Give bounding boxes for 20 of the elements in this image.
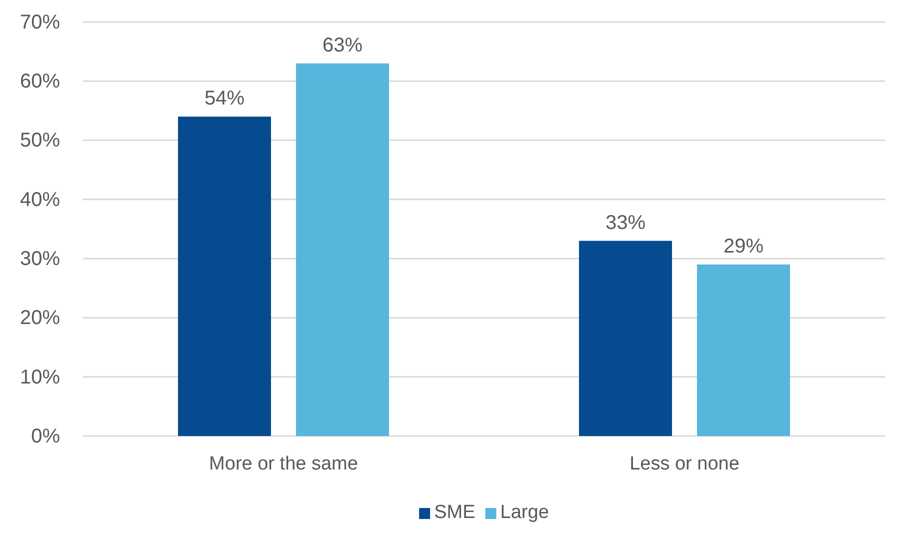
y-tick-label: 70%: [20, 11, 60, 34]
y-tick-label: 20%: [20, 307, 60, 330]
x-tick-label: More or the same: [209, 453, 358, 474]
data-label: 33%: [605, 212, 646, 234]
bar: [579, 240, 672, 436]
data-label: 63%: [322, 34, 363, 56]
bar: [178, 116, 271, 436]
x-tick-label: Less or none: [630, 453, 740, 474]
y-tick-label: 40%: [20, 188, 60, 211]
legend-label: SME: [434, 502, 476, 523]
bar: [296, 63, 389, 436]
y-tick-label: 60%: [20, 70, 60, 93]
y-tick-label: 10%: [20, 366, 60, 388]
legend-label: Large: [500, 502, 549, 523]
data-label: 54%: [204, 88, 245, 110]
y-tick-label: 50%: [20, 130, 60, 152]
y-tick-label: 0%: [31, 425, 60, 448]
y-tick-label: 30%: [20, 248, 60, 270]
data-label: 29%: [723, 235, 764, 258]
bar: [697, 264, 790, 436]
